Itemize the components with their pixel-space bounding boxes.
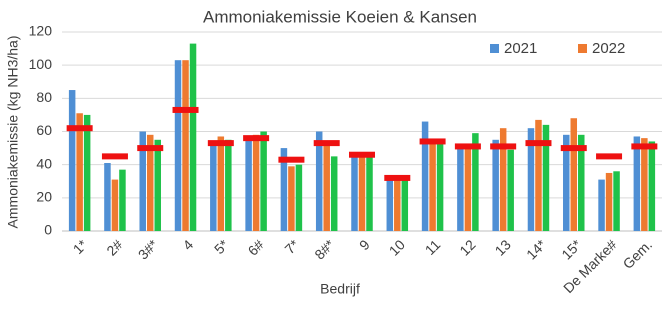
x-tick-label: 10 <box>386 236 408 258</box>
target-marker <box>66 125 93 132</box>
bar <box>76 113 83 231</box>
target-marker <box>278 156 305 163</box>
bar <box>598 179 605 231</box>
bar <box>280 148 288 231</box>
y-tick-label: 100 <box>29 56 53 72</box>
legend-swatch <box>578 44 587 53</box>
bar <box>507 149 514 231</box>
bar <box>139 131 146 231</box>
bar <box>499 128 507 231</box>
x-tick-label: 2# <box>103 236 125 258</box>
bar <box>535 119 542 231</box>
legend-swatch <box>490 44 499 53</box>
bar <box>225 139 232 231</box>
bar <box>394 177 401 231</box>
x-tick-label: 5* <box>211 236 232 257</box>
bar <box>472 133 479 231</box>
target-marker <box>207 140 234 147</box>
bar <box>323 143 330 231</box>
target-marker <box>349 151 375 158</box>
bar <box>633 136 641 231</box>
bar <box>457 144 464 231</box>
bar <box>217 136 225 231</box>
bar <box>315 131 323 231</box>
bar <box>68 90 76 232</box>
bar <box>429 141 436 231</box>
bar <box>563 134 570 231</box>
target-marker <box>313 140 340 147</box>
x-tick-label: 14* <box>523 236 550 263</box>
bar <box>182 60 189 231</box>
x-tick-label: 7* <box>281 236 302 257</box>
bar <box>260 131 267 231</box>
y-tick-label: 0 <box>44 222 52 238</box>
y-tick-label: 40 <box>36 155 52 171</box>
bar <box>578 134 585 231</box>
target-marker <box>596 153 623 160</box>
y-tick-label: 60 <box>36 122 52 138</box>
bar <box>436 143 444 231</box>
y-tick-label: 20 <box>36 189 52 205</box>
legend-label: 2022 <box>592 40 625 57</box>
bar <box>351 153 358 231</box>
bar <box>245 136 252 231</box>
bar <box>146 134 154 231</box>
x-tick-label: 11 <box>422 236 444 258</box>
bar <box>104 163 111 231</box>
x-tick-label: Gem. <box>620 236 656 272</box>
x-axis-label: Bedrijf <box>320 281 360 297</box>
bar <box>330 156 338 231</box>
bar <box>174 60 182 231</box>
bar <box>648 141 656 231</box>
target-marker <box>490 143 517 150</box>
target-marker <box>101 153 128 160</box>
bar <box>111 179 119 231</box>
target-marker <box>419 138 446 145</box>
bar <box>527 128 535 231</box>
y-axis-label: Ammoniakemissie (kg NH3/ha) <box>5 36 21 229</box>
x-tick-label: 3#* <box>135 236 162 263</box>
legend-label: 2021 <box>504 40 537 57</box>
target-marker <box>525 140 552 147</box>
bar <box>401 179 409 231</box>
bar <box>386 176 394 231</box>
bar <box>464 144 472 231</box>
bar <box>542 124 550 231</box>
y-tick-label: 120 <box>29 23 53 39</box>
bar <box>492 139 499 231</box>
bar <box>288 166 295 231</box>
x-tick-label: 12 <box>456 236 478 258</box>
target-marker <box>631 143 658 150</box>
target-marker <box>137 145 164 152</box>
y-tick-label: 80 <box>36 89 52 105</box>
bar <box>366 156 373 231</box>
chart-title: Ammoniakemissie Koeien & Kansen <box>203 7 477 26</box>
bar <box>295 164 303 231</box>
target-marker <box>454 143 481 150</box>
target-marker <box>172 106 199 113</box>
bar <box>252 134 260 231</box>
target-marker <box>243 135 270 142</box>
target-marker <box>384 174 411 181</box>
bar <box>154 139 161 231</box>
x-tick-label: 8#* <box>311 236 338 263</box>
bar <box>83 114 91 231</box>
x-tick-label: 6# <box>245 236 267 258</box>
bar <box>641 138 648 231</box>
x-tick-label: 1* <box>70 236 91 257</box>
bar <box>358 154 366 231</box>
bar <box>210 141 217 231</box>
x-tick-label: 13 <box>492 236 514 258</box>
bar <box>570 118 578 231</box>
bar <box>421 121 429 231</box>
bar <box>119 169 126 231</box>
x-tick-label: 15* <box>558 236 585 263</box>
x-tick-label: 4 <box>179 236 196 253</box>
bar <box>605 172 613 231</box>
target-marker <box>560 145 587 152</box>
x-tick-label: 9 <box>356 236 373 253</box>
bar <box>189 43 197 231</box>
bar <box>613 171 620 231</box>
